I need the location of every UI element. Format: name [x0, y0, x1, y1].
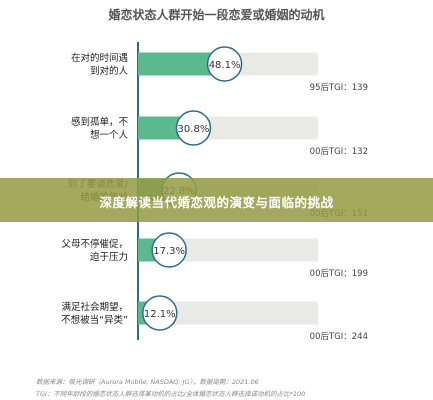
category-label: 到对的人	[90, 65, 129, 77]
category-label: 感到孤单，不	[71, 116, 129, 128]
value-bubble	[175, 110, 212, 146]
value-label: 30.8%	[178, 124, 210, 135]
value-bubble	[142, 295, 178, 331]
tgi-note: TGI：不同年龄段的婚恋状态人群选择某动机的占比/全体婚恋状态人群选择该动机的占…	[36, 390, 306, 398]
value-bubble	[151, 232, 187, 268]
category-label: 满足社会期望，	[61, 301, 128, 313]
tgi-label: 00后TGI：244	[310, 331, 368, 342]
value-label: 17.3%	[153, 246, 185, 257]
value-label: 48.1%	[209, 60, 241, 71]
value-label: 12.1%	[144, 309, 176, 320]
category-label: 想一个人	[90, 129, 129, 141]
tgi-label: 95后TGI：139	[310, 82, 368, 93]
category-label: 不想被当“异类”	[61, 314, 128, 326]
tgi-label: 00后TGI：199	[310, 268, 368, 279]
chart-title: 婚恋状态人群开始一段恋爱或婚姻的动机	[108, 8, 325, 22]
banner-overlay	[0, 178, 433, 222]
bar-track	[138, 301, 318, 325]
tgi-label: 00后TGI：132	[310, 146, 368, 157]
category-label: 迫于压力	[90, 251, 128, 263]
category-label: 父母不停催促，	[61, 238, 128, 250]
source-note: 数据来源：极光调研（Aurora Mobile, NASDAQ: JG），数据周…	[36, 378, 259, 386]
banner-text: 深度解读当代婚恋观的演变与面临的挑战	[99, 195, 334, 210]
value-bubble	[206, 46, 243, 82]
category-label: 在对的时间遇	[71, 52, 129, 64]
bar	[138, 52, 225, 76]
